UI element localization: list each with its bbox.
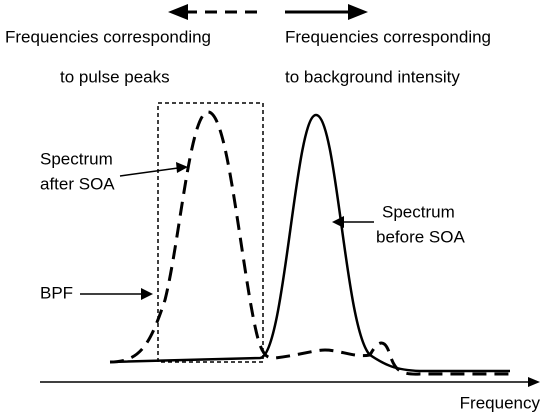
- bpf-window: [157, 102, 264, 363]
- left-heading-1: Frequencies corresponding: [5, 27, 211, 46]
- after-label-1: Spectrum: [40, 149, 113, 168]
- axis-label: Frequency: [460, 393, 541, 412]
- after-pointer-head: [176, 162, 188, 173]
- after-label-2: after SOA: [40, 174, 115, 193]
- before-pointer-head: [332, 216, 344, 228]
- bpf-label: BPF: [40, 283, 73, 302]
- after-pointer: [119, 167, 179, 177]
- left-arrowhead: [168, 4, 188, 20]
- spectrum-before-soa: [109, 113, 510, 373]
- left-heading-2: to pulse peaks: [60, 67, 170, 86]
- right-heading-1: Frequencies corresponding: [285, 27, 491, 46]
- right-arrowhead: [348, 4, 368, 20]
- bpf-pointer-head: [141, 288, 153, 300]
- right-heading-2: to background intensity: [285, 67, 460, 86]
- before-label-2: before SOA: [376, 227, 465, 246]
- spectrum-after-soa: [109, 110, 510, 376]
- axis-arrowhead: [528, 377, 540, 387]
- before-label-1: Spectrum: [382, 202, 455, 221]
